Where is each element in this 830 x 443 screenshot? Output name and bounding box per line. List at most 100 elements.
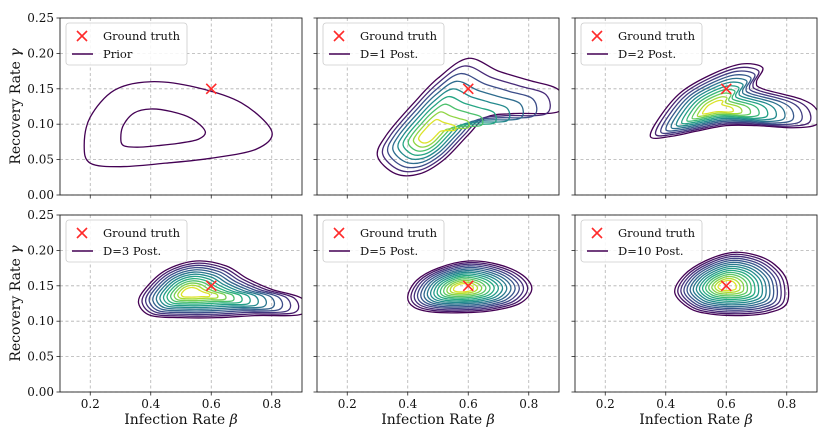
contour-level [665,74,795,132]
contour-level [433,273,500,302]
y-tick-label: 0.25 [27,208,54,222]
contour-level [698,267,760,302]
contour-level [691,92,752,120]
y-tick-label: 0.15 [27,279,54,293]
contour-level [711,275,745,295]
y-axis-label: Recovery Rate γ [8,245,24,362]
legend-box [322,22,445,66]
contour-level [417,118,457,144]
contour-level [692,263,767,306]
legend-ground-truth-label: Ground truth [360,226,438,240]
x-tick-label: 0.6 [717,397,736,411]
x-axis-label: Infection Rate β [124,412,238,428]
contour-level [141,262,300,317]
contour-level [169,280,235,303]
y-tick-label: 0.10 [27,117,54,131]
panel-d-1-post-contours [376,57,559,177]
contour-level [386,72,538,169]
contour-level [660,70,803,135]
contour-level [392,80,524,165]
contour-level [670,77,786,130]
contour-level [649,63,817,140]
contour-level [429,271,504,304]
legend-series-label: D=5 Post. [360,244,418,258]
contour-level [677,253,786,315]
y-tick-label: 0.10 [27,314,54,328]
y-tick-label: 0.05 [27,153,54,167]
panel-d-3-post-ground-truth-marker [205,280,217,292]
legend-ground-truth-icon [76,30,88,42]
y-tick-label: 0.00 [27,385,54,399]
contour-level [381,65,551,173]
panel-prior-legend: Ground truth Prior [65,22,188,66]
y-axis-label: Recovery Rate γ [8,48,24,165]
contour-level [689,261,771,308]
contour-level [714,277,741,294]
panel-d-10-post-legend: Ground truth D=10 Post. [580,219,703,263]
panel-d-5-post-legend: Ground truth D=5 Post. [322,219,445,263]
legend-box [580,219,703,263]
panel-d-3-post-contours [137,260,302,319]
panel-prior-contours [83,81,273,168]
legend-box [322,219,445,263]
panel-d-10-post-contours [674,251,790,317]
contour-level [376,57,559,177]
contour-level [397,88,511,161]
contour-level [413,263,525,311]
contour-level [420,266,516,308]
legend-series-label: D=3 Post. [103,244,161,258]
contour-level [704,271,752,299]
legend-box [65,22,188,66]
panel-d-2-post-ground-truth-marker [720,83,732,95]
y-tick-label: 0.00 [27,188,54,202]
x-axis-label: Infection Rate β [381,412,495,428]
legend-series-label: D=2 Post. [618,47,676,61]
contour-level [680,255,782,313]
panel-d-5-post-ground-truth-marker [462,280,474,292]
legend-ground-truth-label: Ground truth [618,29,696,43]
y-tick-label: 0.20 [27,243,54,257]
y-tick-label: 0.15 [27,82,54,96]
legend-ground-truth-icon [333,227,345,239]
contour-level [402,95,497,156]
contour-level [683,257,779,311]
contour-level [701,99,734,115]
legend-ground-truth-icon [333,30,345,42]
contour-level [152,269,276,312]
panel-d-3-post-frame [59,214,303,393]
legend-ground-truth-label: Ground truth [103,29,181,43]
contour-level [159,273,259,309]
contour-level [166,277,243,305]
contour-level [452,282,474,293]
contour-level [162,275,251,307]
x-tick-label: 0.8 [262,397,281,411]
contour-level [701,269,756,301]
contour-level [83,81,273,168]
legend-series-label: D=1 Post. [360,47,418,61]
legend-ground-truth-label: Ground truth [103,226,181,240]
contour-level [439,276,491,299]
panel-prior-ground-truth-marker [205,83,217,95]
x-tick-label: 0.4 [141,397,160,411]
contour-level [443,278,487,298]
contour-level [695,265,764,304]
contour-level [180,286,211,298]
contour-level [412,111,471,148]
panel-d-10-post-ground-truth-marker [720,280,732,292]
panel-prior-frame [59,17,303,196]
contour-level [436,274,495,301]
contour-level [137,260,302,319]
contour-level [173,282,227,302]
contour-level [686,259,775,310]
panel-d-3-post-legend: Ground truth D=3 Post. [65,219,188,263]
contour-level [426,269,508,305]
contour-level [446,279,483,296]
x-axis-label: Infection Rate β [639,412,753,428]
legend-ground-truth-icon [76,227,88,239]
contour-level [407,260,533,314]
contour-level [675,81,778,127]
x-tick-label: 0.6 [202,397,221,411]
contour-level [654,66,812,137]
y-tick-label: 0.05 [27,350,54,364]
